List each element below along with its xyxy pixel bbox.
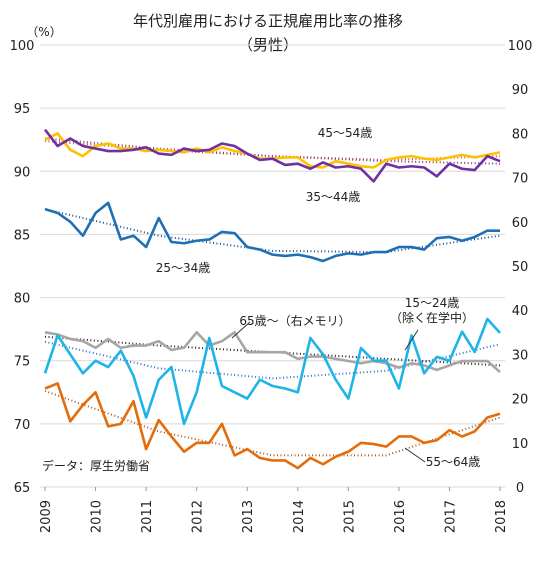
y2-tick-label: 30 [512,348,529,363]
series-label: 25～34歳 [156,261,211,275]
x-tick-label: 2017 [443,500,458,533]
trend-line [44,208,501,254]
y2-tick-label: 100 [508,39,533,54]
y-tick-label: 65 [14,481,31,496]
source: データ：厚生労働省 [42,458,150,473]
y2-tick-label: 10 [512,437,529,452]
x-tick-label: 2013 [241,500,256,533]
y2-tick-label: 40 [512,304,529,319]
chart-title: 年代別雇用における正規雇用比率の推移 [133,12,403,30]
y-tick-label: 75 [14,355,31,370]
x-tick-label: 2014 [292,500,307,533]
y2-tick-label: 50 [512,260,529,275]
y2-tick-label: 70 [512,172,529,187]
y-tick-label: 85 [14,228,31,243]
y-tick-label: 100 [10,39,35,54]
trend-line [44,390,501,457]
leader-line [404,329,419,351]
trend-line [44,137,501,165]
series-label: 65歳～（右メモリ） [239,313,350,328]
y-tick-label: 90 [14,165,31,180]
series-line [44,201,500,263]
series-line [44,382,501,470]
y2-tick-label: 80 [512,127,529,142]
x-tick-label: 2010 [90,500,105,533]
series-label: 35～44歳 [306,190,361,204]
y2-tick-label: 60 [512,216,529,231]
y-tick-label: 95 [14,102,31,117]
x-tick-label: 2009 [39,500,54,533]
series-line [43,128,501,183]
y-unit: （%） [26,25,61,39]
series-label: 55～64歳 [426,455,481,469]
leader-line [231,321,251,339]
x-tick-label: 2016 [393,500,408,533]
x-tick-label: 2011 [140,500,155,533]
series-label: 45～54歳 [318,126,373,140]
y2-tick-label: 90 [512,83,529,98]
trend-line [44,340,501,380]
series-line [43,317,501,426]
y2-tick-label: 20 [512,393,529,408]
y-tick-label: 80 [14,292,31,307]
series-line [44,331,501,374]
x-tick-label: 2012 [191,500,206,533]
series-label: 15～24歳 [405,296,460,310]
x-tick-label: 2018 [494,500,509,533]
y2-tick-label: 0 [516,481,524,496]
series-note: （除く在学中） [390,310,474,325]
x-tick-label: 2015 [342,500,357,533]
y-tick-label: 70 [14,418,31,433]
leader-line [404,447,426,463]
